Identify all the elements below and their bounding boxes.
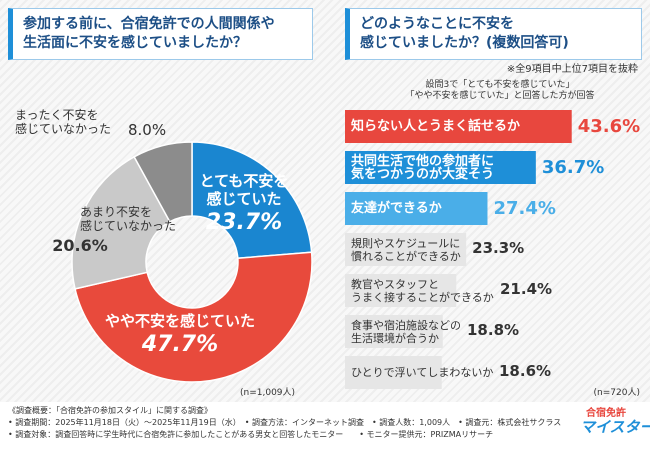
slice-label: あまり不安を 感じていなかった bbox=[80, 205, 177, 234]
slice-label: とても不安を 感じていた bbox=[199, 172, 289, 208]
bar bbox=[345, 356, 442, 389]
slice-value: 8.0% bbox=[128, 121, 167, 139]
bar-label: 食事や宿泊施設などの 生活環境が合うか bbox=[351, 318, 461, 345]
pie-note: (n=1,009人) bbox=[240, 388, 296, 398]
pie-title: 生活面に不安を感じていましたか？ bbox=[23, 35, 247, 51]
footer-line: 《調査概要：「合宿免許の参加スタイル」に関する調査》 bbox=[8, 406, 212, 415]
bar-value: 43.6% bbox=[577, 116, 641, 137]
pie-title: 参加する前に、合宿免許での人間関係や bbox=[23, 16, 275, 32]
pie-slice bbox=[133, 141, 193, 223]
bar-note: (n=720人) bbox=[593, 388, 640, 398]
pie-slice bbox=[71, 155, 171, 290]
bar-label: ひとりで浮いてしまわないか bbox=[351, 366, 494, 379]
slice-label: まったく不安を 感じていなかった bbox=[15, 108, 112, 137]
logo-bottom: マイスター bbox=[580, 418, 650, 436]
bar bbox=[345, 274, 457, 307]
footer: 《調査概要：「合宿免許の参加スタイル」に関する調査》 • 調査期間：2025年1… bbox=[0, 402, 650, 450]
bar-label: 知らない人とうまく話せるか bbox=[351, 119, 521, 134]
pie-title-box: 参加する前に、合宿免許での人間関係や 生活面に不安を感じていましたか？ bbox=[8, 8, 313, 60]
bar-value: 23.3% bbox=[472, 239, 525, 257]
bar-label: 共同生活で他の参加者に 気をつかうのが大変そう bbox=[351, 153, 495, 182]
slice-value: 20.6% bbox=[52, 236, 108, 255]
slice-label: やや不安を感じていた bbox=[104, 312, 256, 330]
bar-label: 友達ができるか bbox=[351, 201, 442, 216]
bar-value: 27.4% bbox=[493, 198, 556, 219]
bar-caption: 設問3で「とても不安を感じていた」 「やや不安を感じていた」と回答した方が回答 bbox=[405, 80, 595, 101]
footer-line: • 調査対象：調査回答時に学生時代に合宿免許に参加したことがある男女と回答したモ… bbox=[8, 430, 494, 439]
bar-title: 感じていましたか？(複数回答可) bbox=[360, 35, 569, 51]
bar-value: 18.8% bbox=[467, 321, 520, 339]
bar-title: どのようなことに不安を bbox=[360, 16, 514, 32]
bar-label: 教官やスタッフと うまく接することができるか bbox=[351, 277, 494, 304]
bar bbox=[345, 233, 467, 266]
bar bbox=[345, 192, 488, 225]
slice-value: 47.7% bbox=[141, 332, 219, 357]
bar bbox=[345, 110, 572, 143]
footer-line: • 調査期間：2025年11月18日（火）～2025年11月19日（水） • 調… bbox=[8, 418, 562, 427]
slice-value: 23.7% bbox=[205, 210, 283, 235]
pie-slice bbox=[74, 251, 313, 383]
bar-value: 21.4% bbox=[500, 280, 553, 298]
bar-value: 18.6% bbox=[499, 362, 552, 380]
bar bbox=[345, 315, 443, 348]
bar-subtitle: ※全9項目中上位7項目を抜粋 bbox=[506, 64, 638, 75]
bar-title-box: どのようなことに不安を 感じていましたか？(複数回答可) bbox=[345, 8, 642, 60]
bar-value: 36.7% bbox=[541, 157, 605, 178]
pie-slice bbox=[191, 141, 313, 260]
bar bbox=[345, 151, 536, 184]
logo-top: 合宿免許 bbox=[586, 408, 626, 419]
bar-label: 規則やスケジュールに 慣れることができるか bbox=[351, 236, 461, 263]
